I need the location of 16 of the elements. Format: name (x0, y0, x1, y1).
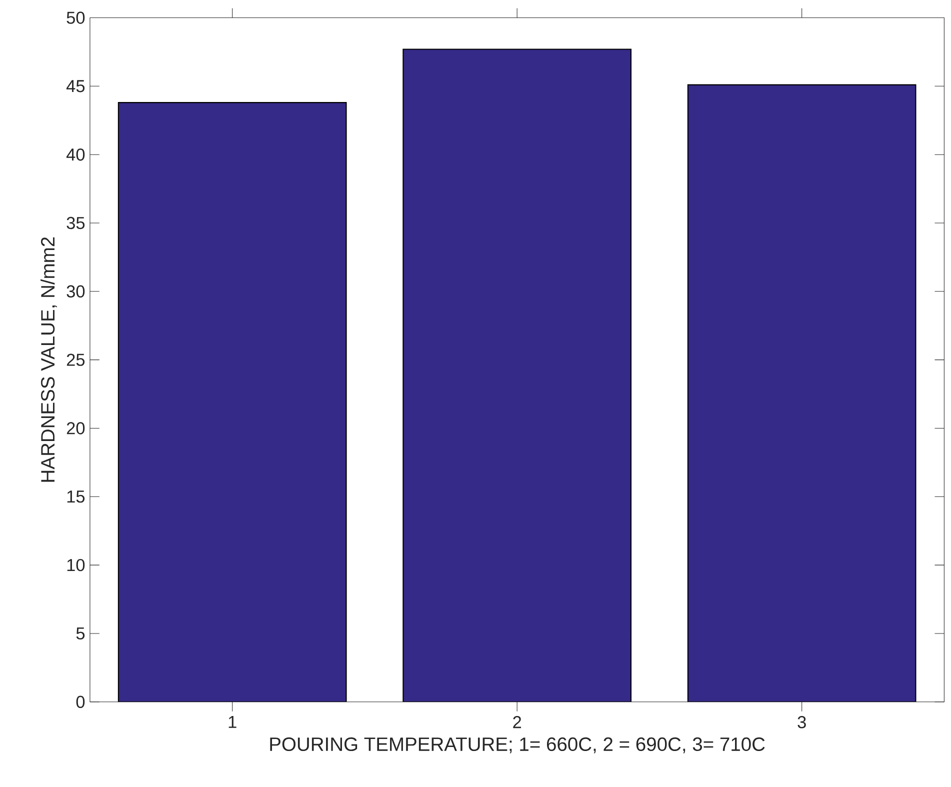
y-tick-label: 40 (66, 148, 85, 161)
y-tick-label: 10 (67, 558, 85, 572)
y-tick-label: 50 (66, 12, 85, 24)
y-tick-label: 5 (76, 627, 85, 640)
y-tick-label: 20 (66, 422, 85, 434)
x-tick-label: 1 (228, 716, 236, 728)
y-tick-label: 0 (76, 696, 85, 708)
y-tick-label: 45 (66, 80, 85, 92)
x-axis-title: POURING TEMPERATURE; 1= 660C, 2 = 690C, 3= 710C (270, 737, 765, 754)
x-tick-label: 2 (513, 716, 522, 728)
y-tick-label: 30 (66, 285, 85, 298)
y-tick-label: 25 (66, 354, 85, 366)
y-tick-label: 15 (67, 490, 85, 503)
y-axis-title: HARDNESS VALUE, N/mm2 (40, 237, 57, 482)
y-tick-label: 35 (66, 216, 85, 230)
x-tick-label: 3 (798, 716, 806, 728)
